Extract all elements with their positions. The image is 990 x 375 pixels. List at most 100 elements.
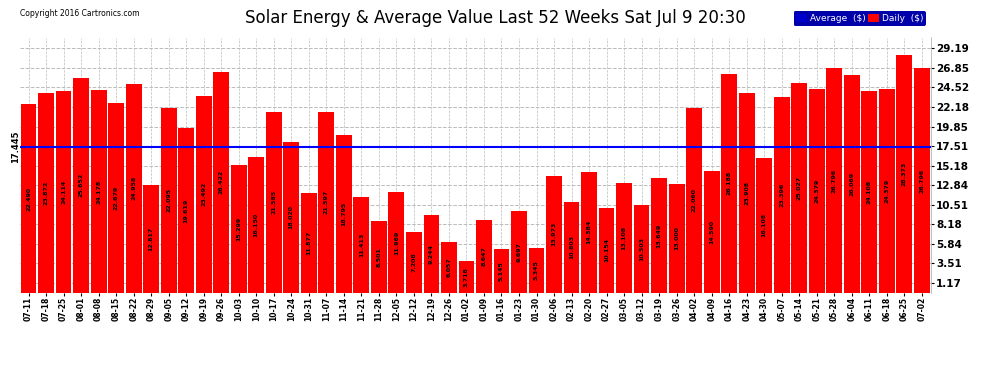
Text: 18.020: 18.020 — [289, 205, 294, 229]
Bar — [39, 93, 54, 292]
Bar — [827, 69, 842, 292]
Text: 8.501: 8.501 — [376, 247, 381, 267]
Text: 13.973: 13.973 — [551, 222, 556, 246]
Text: 19.619: 19.619 — [184, 198, 189, 223]
Bar — [458, 261, 474, 292]
Text: 10.154: 10.154 — [604, 238, 609, 262]
Bar — [214, 72, 229, 292]
Text: 22.095: 22.095 — [166, 188, 171, 212]
Bar — [388, 192, 404, 292]
Bar — [581, 172, 597, 292]
Text: 14.384: 14.384 — [586, 220, 592, 245]
Text: 8.647: 8.647 — [481, 246, 486, 266]
Text: 22.060: 22.060 — [692, 188, 697, 212]
Bar — [21, 105, 37, 292]
Bar — [879, 88, 895, 292]
Text: 24.108: 24.108 — [867, 180, 872, 204]
Text: 22.679: 22.679 — [114, 186, 119, 210]
Text: 26.069: 26.069 — [849, 171, 854, 196]
Bar — [599, 208, 615, 292]
Text: 5.145: 5.145 — [499, 261, 504, 281]
Bar — [144, 185, 159, 292]
Bar — [529, 248, 545, 292]
Bar — [336, 135, 351, 292]
Bar — [424, 215, 440, 292]
Text: 23.396: 23.396 — [779, 183, 784, 207]
Bar — [91, 90, 107, 292]
Bar — [266, 112, 282, 292]
Bar — [897, 55, 912, 292]
Text: 7.208: 7.208 — [412, 252, 417, 272]
Text: Copyright 2016 Cartronics.com: Copyright 2016 Cartronics.com — [20, 9, 140, 18]
Text: 25.027: 25.027 — [797, 176, 802, 200]
Text: 24.958: 24.958 — [131, 176, 137, 200]
Bar — [319, 112, 335, 292]
Bar — [476, 220, 492, 292]
Text: 23.872: 23.872 — [44, 181, 49, 205]
Bar — [178, 129, 194, 292]
Bar — [634, 205, 649, 292]
Bar — [686, 108, 702, 292]
Text: 21.597: 21.597 — [324, 190, 329, 214]
Text: 24.178: 24.178 — [96, 179, 101, 204]
Bar — [283, 142, 299, 292]
Legend: Average  ($), Daily  ($): Average ($), Daily ($) — [794, 11, 926, 26]
Text: 26.188: 26.188 — [727, 171, 732, 195]
Text: 3.718: 3.718 — [464, 267, 469, 287]
Bar — [55, 91, 71, 292]
Text: 13.108: 13.108 — [622, 226, 627, 250]
Bar — [353, 197, 369, 292]
Bar — [108, 103, 124, 292]
Bar — [511, 211, 527, 292]
Text: 24.379: 24.379 — [814, 178, 820, 203]
Bar — [563, 202, 579, 292]
Bar — [248, 158, 264, 292]
Bar — [756, 158, 772, 292]
Text: 24.114: 24.114 — [61, 180, 66, 204]
Text: Solar Energy & Average Value Last 52 Weeks Sat Jul 9 20:30: Solar Energy & Average Value Last 52 Wee… — [245, 9, 745, 27]
Bar — [196, 96, 212, 292]
Text: 5.345: 5.345 — [534, 260, 539, 280]
Text: 12.817: 12.817 — [148, 227, 153, 251]
Text: 21.585: 21.585 — [271, 190, 276, 214]
Bar — [914, 69, 930, 292]
Bar — [809, 88, 825, 292]
Bar — [160, 108, 176, 292]
Bar — [722, 74, 737, 292]
Text: 11.969: 11.969 — [394, 230, 399, 255]
Bar — [406, 232, 422, 292]
Bar — [442, 242, 456, 292]
Text: 13.649: 13.649 — [656, 224, 661, 248]
Text: 6.057: 6.057 — [446, 257, 451, 277]
Text: 15.299: 15.299 — [237, 216, 242, 241]
Bar — [861, 91, 877, 292]
Bar — [231, 165, 247, 292]
Bar — [704, 171, 720, 292]
Bar — [494, 249, 510, 292]
Bar — [774, 97, 790, 292]
Text: 10.503: 10.503 — [640, 237, 644, 261]
Text: 22.490: 22.490 — [26, 186, 31, 210]
Bar — [651, 178, 667, 292]
Bar — [301, 193, 317, 292]
Text: 11.413: 11.413 — [358, 232, 364, 257]
Text: 28.373: 28.373 — [902, 162, 907, 186]
Text: 16.150: 16.150 — [253, 213, 258, 237]
Text: 10.803: 10.803 — [569, 236, 574, 260]
Bar — [371, 221, 387, 292]
Bar — [669, 184, 684, 292]
Bar — [126, 84, 142, 292]
Text: 23.908: 23.908 — [744, 180, 749, 205]
Bar — [791, 83, 807, 292]
Text: 9.244: 9.244 — [429, 244, 434, 264]
Text: 9.697: 9.697 — [517, 242, 522, 262]
Bar — [73, 78, 89, 292]
Text: 23.492: 23.492 — [201, 182, 206, 206]
Text: 13.000: 13.000 — [674, 226, 679, 250]
Text: 25.652: 25.652 — [78, 173, 83, 197]
Text: 17.445: 17.445 — [11, 130, 20, 163]
Bar — [546, 176, 562, 292]
Text: 18.795: 18.795 — [342, 202, 346, 226]
Text: 11.877: 11.877 — [306, 231, 311, 255]
Text: 24.379: 24.379 — [884, 178, 889, 203]
